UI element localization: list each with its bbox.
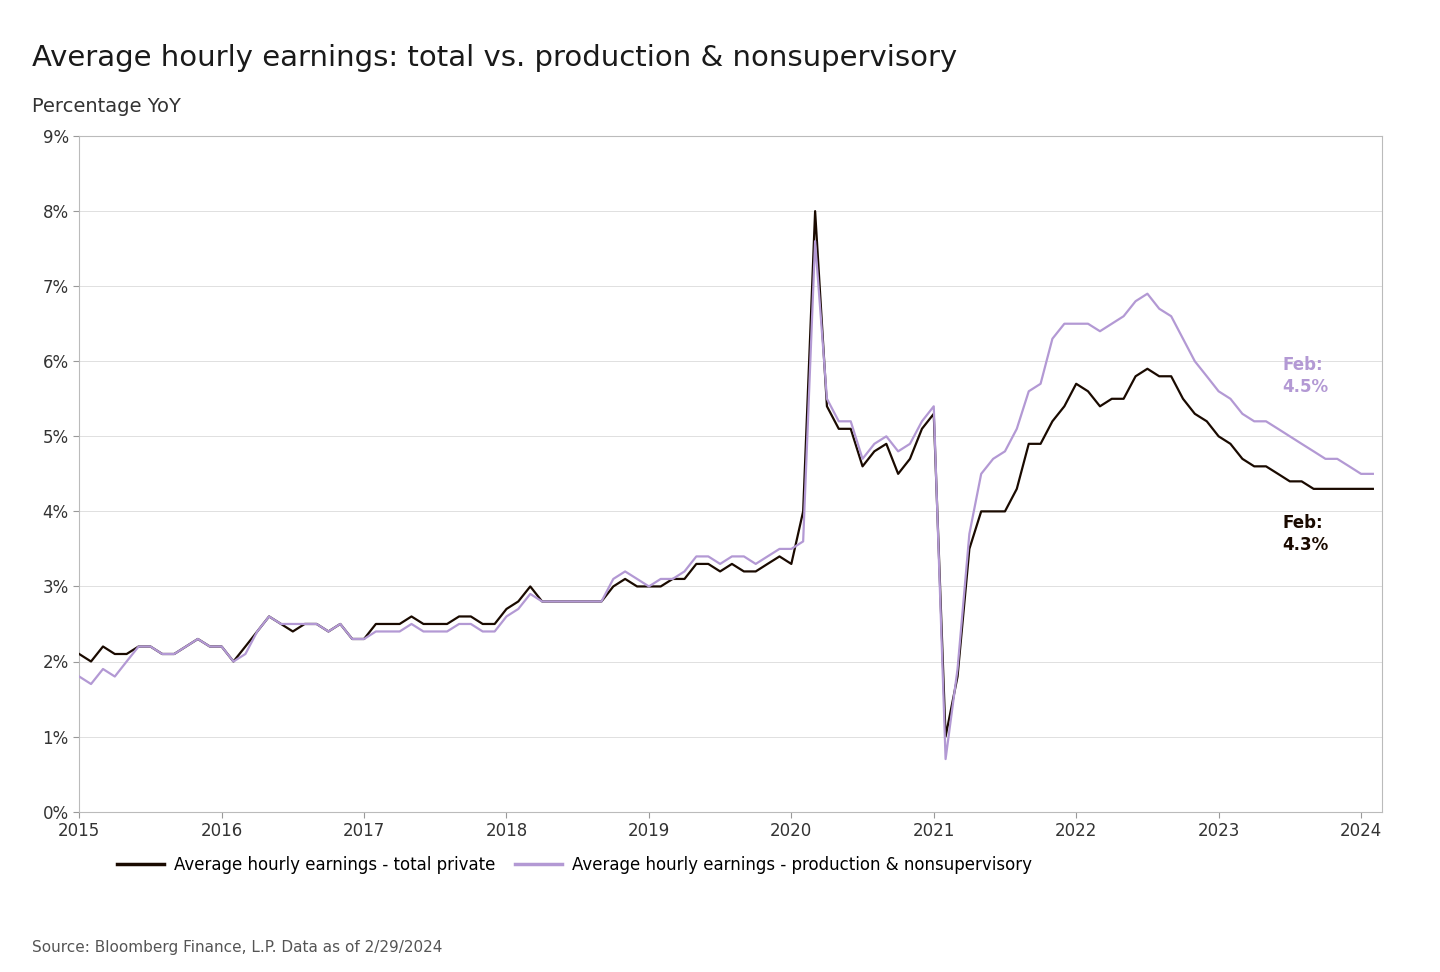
Legend: Average hourly earnings - total private, Average hourly earnings - production & : Average hourly earnings - total private,…	[111, 850, 1038, 881]
Text: Average hourly earnings: total vs. production & nonsupervisory: Average hourly earnings: total vs. produ…	[32, 44, 958, 72]
Text: Source: Bloomberg Finance, L.P. Data as of 2/29/2024: Source: Bloomberg Finance, L.P. Data as …	[32, 940, 442, 955]
Text: Feb:
4.5%: Feb: 4.5%	[1283, 356, 1329, 397]
Text: Percentage YoY: Percentage YoY	[32, 97, 180, 117]
Text: Feb:
4.3%: Feb: 4.3%	[1283, 514, 1329, 554]
